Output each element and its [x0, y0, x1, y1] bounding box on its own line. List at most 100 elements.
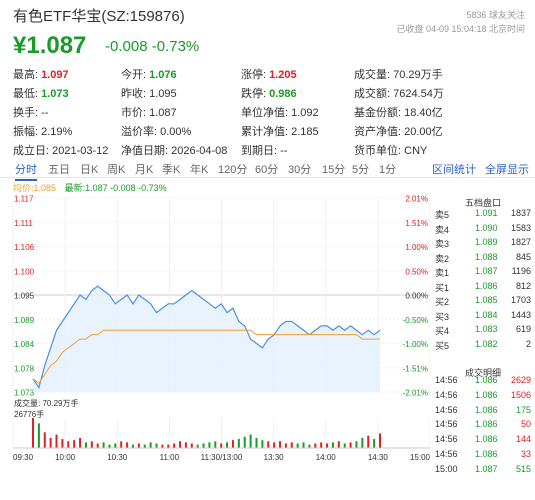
volume-bar	[243, 436, 246, 448]
volume-bar	[155, 443, 158, 448]
metric-value: 0.00%	[157, 126, 192, 138]
chart-legend: 均价:1.085 最新:1.087 -0.008 -0.73%	[13, 181, 167, 194]
metric-item: 振幅: 2.19%	[13, 123, 121, 142]
volume-bar	[61, 439, 64, 448]
metric-value: --	[38, 107, 49, 119]
pct-tick-label: 1.00%	[405, 243, 428, 252]
volume-bar	[231, 440, 234, 448]
trade-detail-row: 14:56 1.086 50	[435, 419, 531, 433]
metric-value: 1.095	[146, 88, 177, 100]
tab-10[interactable]: 15分	[322, 164, 346, 176]
metric-value: CNY	[401, 145, 428, 157]
x-tick-label: 14:30	[368, 453, 389, 462]
volume-bar	[290, 442, 293, 448]
tab-7[interactable]: 120分	[218, 164, 248, 176]
pct-tick-label: 1.51%	[405, 219, 428, 228]
order-book-side: 买2	[435, 297, 450, 307]
metric-value: 1.073	[38, 88, 69, 100]
volume-bar	[261, 440, 264, 448]
volume-bar	[214, 441, 217, 448]
metric-item: 跌停: 0.986	[241, 85, 354, 104]
volume-bar	[167, 444, 170, 448]
volume-bar	[202, 443, 205, 448]
tab-3[interactable]: 周K	[107, 164, 126, 176]
volume-bar	[137, 443, 140, 448]
trade-detail-time: 15:00	[435, 463, 458, 474]
tab-0[interactable]: 分时	[15, 161, 37, 181]
metric-value: 1.076	[146, 69, 177, 81]
order-book-side: 卖3	[435, 239, 450, 249]
volume-bar	[379, 433, 381, 448]
y-tick-label: 1.117	[14, 195, 34, 204]
intraday-chart-svg[interactable]: 1.117 2.01% 1.111 1.51% 1.106 1.00% 1.100 0.50%…	[0, 192, 431, 468]
volume-bar	[337, 441, 340, 448]
volume-bar	[208, 442, 211, 448]
metric-label: 成交量:	[354, 69, 391, 81]
volume-bar	[326, 443, 329, 448]
metric-item: 市价: 1.087	[121, 104, 241, 123]
tab-5[interactable]: 季K	[162, 164, 181, 176]
followers-count: 5836 球友关注	[466, 10, 525, 20]
x-tick-label: 10:00	[55, 453, 76, 462]
latest-change: -0.008	[110, 183, 136, 193]
tab-2[interactable]: 日K	[80, 164, 99, 176]
metric-item: 成交额: 7624.54万	[354, 85, 474, 104]
trade-detail-price: 1.086	[475, 404, 498, 415]
volume-bar	[296, 443, 299, 448]
tab-4[interactable]: 月K	[135, 164, 154, 176]
trade-detail-row: 14:56 1.086 1506	[435, 390, 531, 404]
quote-meta: 5836 球友关注 已收盘 04-09 15:04:18 北京时间	[396, 8, 525, 36]
order-book-row: 买1 1.086 812	[435, 281, 531, 295]
metric-label: 成立日:	[13, 145, 50, 157]
trade-detail-price: 1.086	[475, 449, 498, 459]
tab-11[interactable]: 5分	[352, 164, 370, 176]
y-tick-label: 1.073	[14, 389, 35, 398]
price-area	[33, 286, 380, 392]
x-tick-label: 09:30	[13, 453, 34, 462]
x-tick-label: 10:30	[107, 453, 128, 462]
range-stats-link[interactable]: 区间统计	[432, 164, 476, 176]
order-book-side: 卖1	[435, 268, 450, 278]
avg-price-label: 均价:	[13, 183, 34, 193]
volume-bar	[302, 442, 305, 448]
intraday-chart[interactable]: 1.117 2.01% 1.111 1.51% 1.106 1.00% 1.100 0.50%…	[0, 192, 431, 468]
metric-value: 2.19%	[38, 126, 73, 138]
tab-9[interactable]: 30分	[288, 164, 312, 176]
order-book-price: 1.083	[475, 324, 498, 334]
order-book-vol: 2	[525, 338, 531, 349]
volume-bar	[349, 442, 352, 448]
security-title: 有色ETF华宝(SZ:159876)	[13, 8, 185, 25]
metric-label: 到期日:	[241, 145, 278, 157]
metric-value: 1.092	[288, 107, 319, 119]
order-book-row: 买5 1.082 2	[435, 339, 531, 353]
avg-price-line	[32, 329, 380, 384]
metric-value: 18.40亿	[401, 107, 443, 119]
metrics-row: 最低: 1.073 昨收: 1.095 跌停: 0.986 成交额: 7624.54万	[13, 85, 528, 104]
metric-item: 到期日: --	[241, 142, 354, 161]
metric-label: 净值日期:	[121, 145, 169, 157]
order-book-price: 1.089	[475, 237, 498, 247]
volume-bar	[220, 443, 223, 448]
tab-1[interactable]: 五日	[48, 164, 70, 176]
trade-detail-time: 14:56	[435, 449, 458, 459]
fullscreen-link[interactable]: 全屏显示	[485, 164, 529, 176]
volume-bar	[108, 444, 111, 448]
order-book-row: 买4 1.083 619	[435, 324, 531, 338]
order-book-row: 卖5 1.091 1837	[435, 208, 531, 222]
trade-detail-row: 14:56 1.086 144	[435, 434, 531, 448]
metric-value: 2021-03-12	[49, 145, 109, 157]
order-book-price: 1.091	[475, 208, 498, 218]
tab-8[interactable]: 60分	[255, 164, 279, 176]
tab-6[interactable]: 年K	[190, 164, 209, 176]
trade-detail-row: 14:56 1.086 175	[435, 405, 531, 419]
trade-detail-vol: 33	[520, 449, 531, 459]
tab-12[interactable]: 1分	[379, 164, 397, 176]
y-tick-label: 1.111	[14, 219, 33, 228]
volume-bar	[331, 442, 334, 448]
volume-bar	[308, 444, 311, 448]
trade-detail-title: 成交明细	[464, 368, 501, 378]
metrics-row: 振幅: 2.19% 溢价率: 0.00% 累计净值: 2.185 资产净值: 20.0…	[13, 123, 528, 142]
volume-bar	[120, 441, 123, 448]
price-line	[32, 285, 381, 390]
order-book-row: 卖4 1.090 1583	[435, 223, 531, 237]
